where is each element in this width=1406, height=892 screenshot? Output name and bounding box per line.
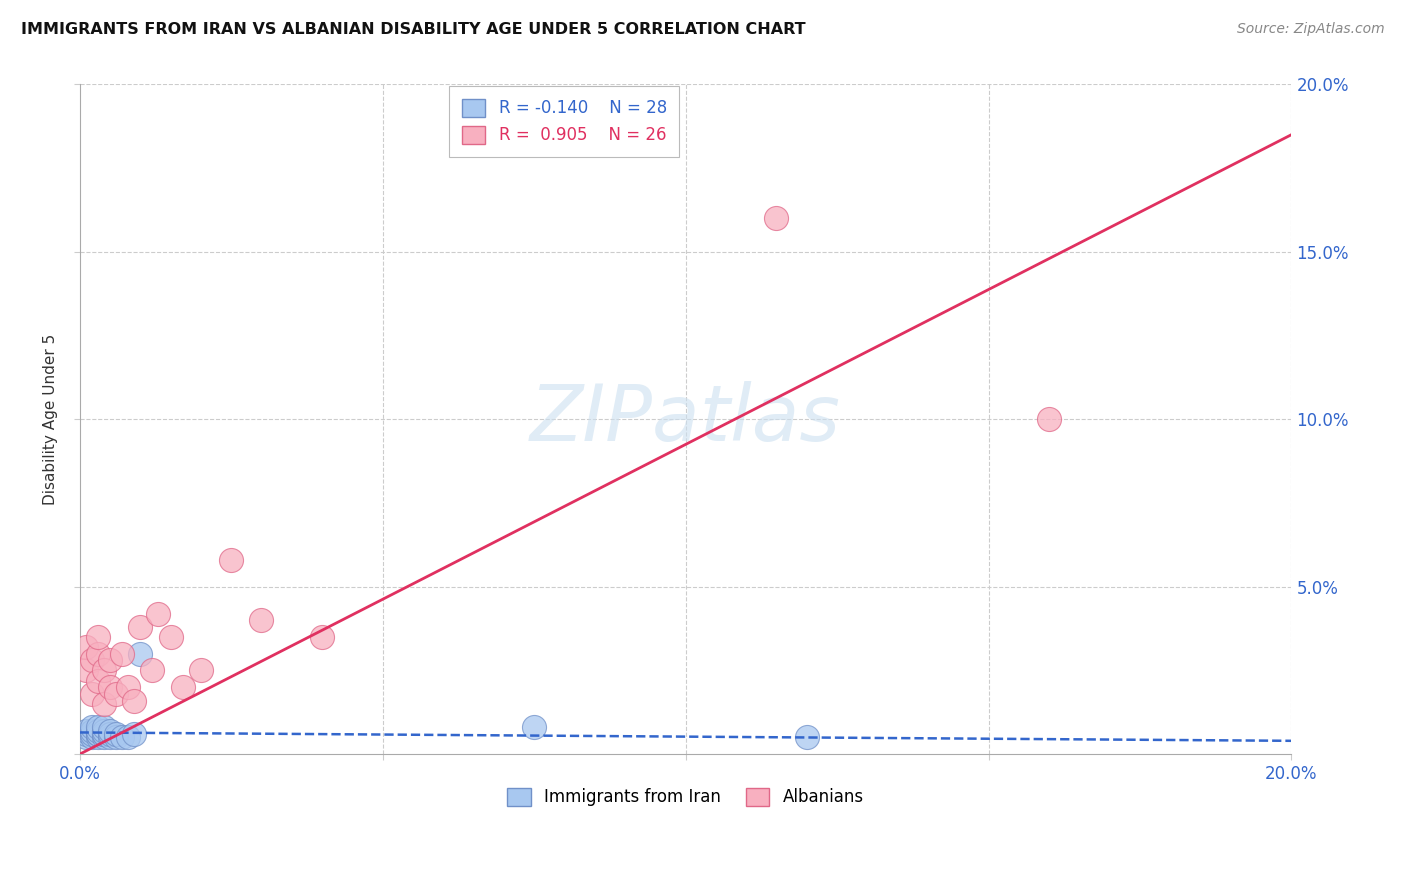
Point — [93, 727, 115, 741]
Point — [98, 680, 121, 694]
Point — [311, 630, 333, 644]
Point — [172, 680, 194, 694]
Legend: Immigrants from Iran, Albanians: Immigrants from Iran, Albanians — [501, 780, 870, 813]
Point — [111, 647, 134, 661]
Point — [75, 731, 97, 745]
Point — [190, 664, 212, 678]
Point — [75, 640, 97, 654]
Point — [93, 723, 115, 738]
Point — [87, 731, 110, 745]
Point — [98, 731, 121, 745]
Point — [80, 687, 103, 701]
Point — [122, 693, 145, 707]
Point — [80, 653, 103, 667]
Point — [159, 630, 181, 644]
Point — [117, 731, 139, 745]
Point — [796, 731, 818, 745]
Point — [75, 664, 97, 678]
Point — [87, 727, 110, 741]
Point — [80, 731, 103, 745]
Point — [250, 613, 273, 627]
Point — [75, 727, 97, 741]
Point — [87, 630, 110, 644]
Point — [117, 680, 139, 694]
Point — [523, 720, 546, 734]
Point — [93, 697, 115, 711]
Point — [122, 727, 145, 741]
Point — [105, 731, 128, 745]
Point — [129, 620, 152, 634]
Text: IMMIGRANTS FROM IRAN VS ALBANIAN DISABILITY AGE UNDER 5 CORRELATION CHART: IMMIGRANTS FROM IRAN VS ALBANIAN DISABIL… — [21, 22, 806, 37]
Point — [219, 553, 242, 567]
Point — [87, 720, 110, 734]
Point — [105, 727, 128, 741]
Point — [93, 664, 115, 678]
Point — [129, 647, 152, 661]
Point — [765, 211, 787, 226]
Point — [98, 727, 121, 741]
Point — [98, 653, 121, 667]
Point — [87, 673, 110, 688]
Point — [93, 731, 115, 745]
Point — [141, 664, 163, 678]
Point — [93, 727, 115, 741]
Point — [1038, 412, 1060, 426]
Point — [98, 723, 121, 738]
Point — [80, 720, 103, 734]
Text: ZIPatlas: ZIPatlas — [530, 381, 841, 458]
Point — [80, 723, 103, 738]
Point — [75, 723, 97, 738]
Point — [87, 647, 110, 661]
Point — [87, 727, 110, 741]
Text: Source: ZipAtlas.com: Source: ZipAtlas.com — [1237, 22, 1385, 37]
Point — [111, 731, 134, 745]
Y-axis label: Disability Age Under 5: Disability Age Under 5 — [44, 334, 58, 505]
Point — [87, 723, 110, 738]
Point — [80, 727, 103, 741]
Point — [93, 720, 115, 734]
Point — [105, 687, 128, 701]
Point — [148, 607, 170, 621]
